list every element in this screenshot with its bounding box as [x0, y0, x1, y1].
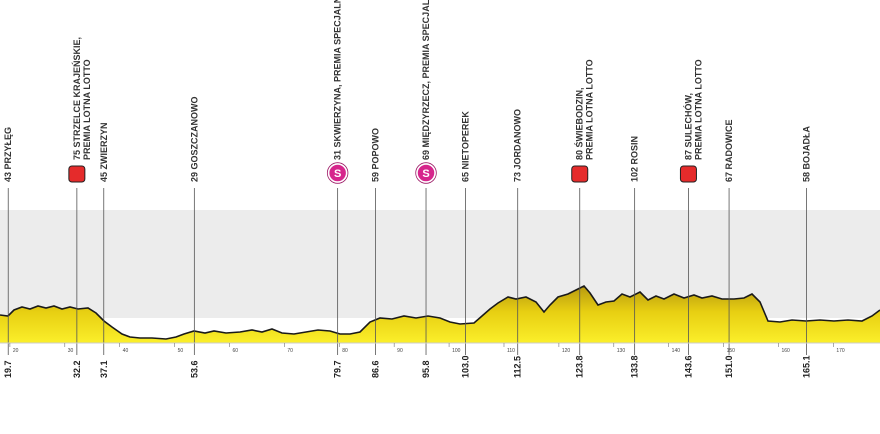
tick-label: 20 [13, 348, 19, 354]
waypoint-name-label: 29 GOSZCZANOWO [189, 96, 199, 182]
waypoint-name-label: 75 STRZELCE KRAJEŃSKIE, [72, 37, 82, 160]
waypoint-km-label: 123.8 [575, 355, 585, 378]
premia-specjalna-letter: S [334, 168, 341, 180]
waypoint-name-label: 67 RADOWICE [724, 119, 734, 182]
tick-label: 60 [232, 348, 238, 354]
tick-label: 90 [397, 348, 403, 354]
waypoint-km-label: 95.8 [421, 360, 431, 378]
waypoint-km-label: 103.0 [461, 355, 471, 378]
waypoint-name-label-2: PREMIA LOTNA LOTTO [82, 59, 92, 160]
waypoint-name-label: 45 ZWIERZYN [99, 122, 109, 182]
tick-label: 130 [617, 348, 626, 354]
waypoint-name-label: 59 POPOWO [371, 128, 381, 182]
tick-label: 40 [123, 348, 129, 354]
premia-specjalna-icon [327, 163, 348, 183]
waypoint-name-label-2: PREMIA LOTNA LOTTO [585, 59, 595, 160]
premia-specjalna-icon-ring [415, 162, 437, 184]
premia-lotna-lotto-icon [679, 165, 697, 183]
premia-specjalna-letter: S [422, 168, 429, 180]
waypoint-name-label: 102 ROSIN [630, 136, 640, 182]
premia-lotna-lotto-icon [68, 165, 86, 183]
tick-label: 100 [452, 348, 461, 354]
waypoint-km-label: 37.1 [99, 360, 109, 378]
waypoint-name-label: 87 SULECHÓW, [682, 93, 693, 160]
waypoint-km-label: 112.5 [513, 356, 523, 378]
waypoint-name-label-2: PREMIA LOTNA LOTTO [693, 59, 703, 160]
waypoint-km-label: 151.0 [724, 355, 734, 378]
waypoint-name-label: 43 PRZYŁĘG [3, 127, 13, 182]
tick-label: 120 [562, 348, 571, 354]
waypoint-name-label: 31 SKWIERZYNA, PREMIA SPECJALNA [333, 0, 343, 160]
premia-lotna-lotto-icon [571, 165, 589, 183]
premia-specjalna-icon [416, 163, 436, 183]
waypoint-km-label: 86.6 [371, 360, 381, 378]
tick-label: 110 [507, 348, 515, 354]
tick-label: 50 [178, 348, 184, 354]
tick-label: 160 [781, 348, 790, 354]
waypoint-km-label: 32.2 [72, 360, 82, 378]
tick-label: 170 [836, 348, 845, 354]
elevation-line [0, 285, 880, 340]
waypoint-km-label: 19.7 [3, 360, 13, 378]
tick-label: 70 [287, 348, 293, 354]
tick-label: 30 [68, 348, 74, 354]
waypoint-km-label: 133.8 [630, 355, 640, 378]
waypoint-name-label: 73 JORDANOWO [513, 109, 523, 182]
elevation-area [0, 286, 880, 343]
waypoint-km-label: 79.7 [333, 360, 343, 378]
waypoint-name-label: 65 NIETOPEREK [461, 111, 471, 182]
tick-label: 80 [342, 348, 348, 354]
waypoint-name-label: 80 ŚWIEBODZIN, [574, 87, 585, 160]
tick-label: 150 [727, 348, 736, 354]
premia-specjalna-icon-ring [326, 162, 349, 184]
waypoint-km-label: 165.1 [801, 355, 811, 378]
waypoint-name-label: 69 MIĘDZYRZECZ, PREMIA SPECJALNA [421, 0, 431, 160]
waypoint-km-label: 53.6 [189, 360, 199, 378]
waypoint-name-label: 58 BOJADŁA [801, 125, 811, 182]
waypoint-km-label: 143.6 [683, 355, 693, 378]
tick-label: 140 [672, 348, 681, 354]
